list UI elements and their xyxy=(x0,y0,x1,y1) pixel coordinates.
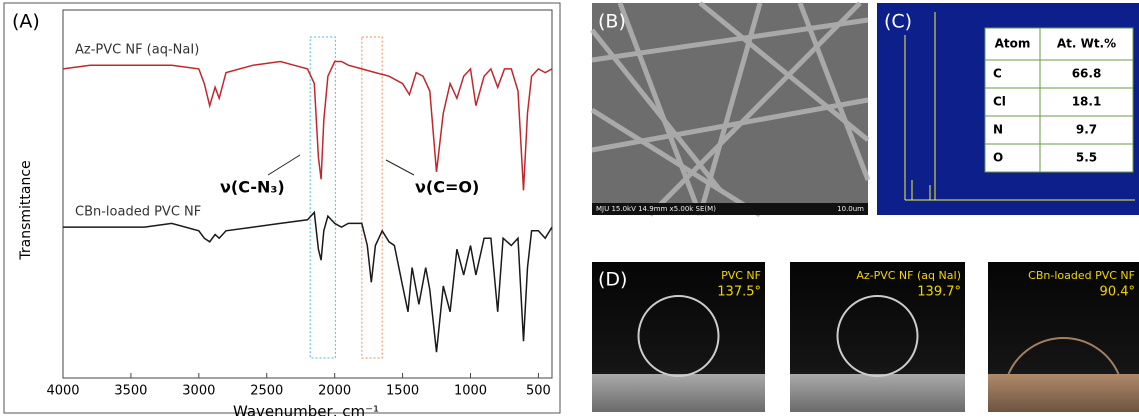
x-tick-label: 1500 xyxy=(386,384,419,399)
table-cell: C xyxy=(993,67,1002,81)
table-cell: Cl xyxy=(993,95,1006,109)
panel-label: (D) xyxy=(598,269,627,291)
series-label: Az-PVC NF (aq-NaI) xyxy=(75,43,199,58)
table-cell: 9.7 xyxy=(1076,123,1097,137)
table-cell: O xyxy=(993,151,1003,165)
table-header: At. Wt.% xyxy=(1057,37,1116,51)
x-tick-label: 3500 xyxy=(114,384,147,399)
eds-peaks xyxy=(904,12,1135,201)
sem-panel: MJU 15.0kV 14.9mm x5.00k SE(M) 10.0um (B… xyxy=(590,1,871,218)
plot-frame xyxy=(62,9,553,379)
sem-infobar xyxy=(592,203,868,215)
table-cell: 18.1 xyxy=(1072,95,1102,109)
contact-angle-panel: PVC NF 137.5° Az-PVC NF (aq NaI) 139.7° CBn-… xyxy=(592,262,1139,412)
contact-angle: 137.5° xyxy=(717,285,761,300)
eds-panel: (C) Atom At. Wt.% C 66.8 Cl 18.1 N 9.7 O 5.5 xyxy=(877,3,1139,215)
x-tick-label: 2000 xyxy=(318,384,351,399)
table-bg xyxy=(984,27,1134,173)
sem-info: MJU 15.0kV 14.9mm x5.00k SE(M) xyxy=(596,205,716,213)
photo-floor xyxy=(592,374,765,412)
panel-label: (B) xyxy=(598,11,626,33)
y-axis-label: Transmittance xyxy=(18,160,34,260)
annotation: ν(C-N₃) xyxy=(220,178,285,197)
contact-angle: 139.7° xyxy=(917,285,961,300)
x-tick-label: 3000 xyxy=(182,384,215,399)
sem-scale: 10.0um xyxy=(837,205,864,213)
contact-angle: 90.4° xyxy=(1100,285,1135,300)
highlight-region xyxy=(361,36,383,359)
eds-table: Atom At. Wt.% C 66.8 Cl 18.1 N 9.7 O 5.5 xyxy=(984,27,1134,173)
panel-label: (A) xyxy=(12,11,40,33)
x-tick-label: 4000 xyxy=(46,384,79,399)
table-cell: 5.5 xyxy=(1076,151,1097,165)
droplet xyxy=(1007,336,1120,375)
x-axis-label: Wavenumber, cm⁻¹ xyxy=(233,403,379,417)
photo-floor xyxy=(790,374,965,412)
annotation: ν(C=O) xyxy=(415,178,479,197)
sample-name: CBn-loaded PVC NF xyxy=(1028,269,1135,282)
table-cell: 66.8 xyxy=(1072,67,1102,81)
spectrum-line xyxy=(63,210,553,353)
sample-name: PVC NF xyxy=(721,269,761,282)
arrow xyxy=(385,159,415,176)
sample-name: Az-PVC NF (aq NaI) xyxy=(856,269,961,282)
panel-a-border xyxy=(3,2,561,414)
x-tick-label: 1000 xyxy=(454,384,487,399)
highlight-region xyxy=(309,36,336,359)
droplet xyxy=(637,295,720,377)
series-label: CBn-loaded PVC NF xyxy=(75,205,201,220)
x-tick-label: 2500 xyxy=(250,384,283,399)
photo-floor xyxy=(988,374,1139,412)
x-tick-label: 500 xyxy=(526,384,551,399)
table-cell: N xyxy=(993,123,1003,137)
panel-label: (C) xyxy=(884,11,912,33)
spectrum-line xyxy=(62,60,553,191)
arrow xyxy=(267,154,301,176)
table-header: Atom xyxy=(995,37,1031,51)
droplet xyxy=(836,295,919,377)
fibers xyxy=(590,1,871,218)
